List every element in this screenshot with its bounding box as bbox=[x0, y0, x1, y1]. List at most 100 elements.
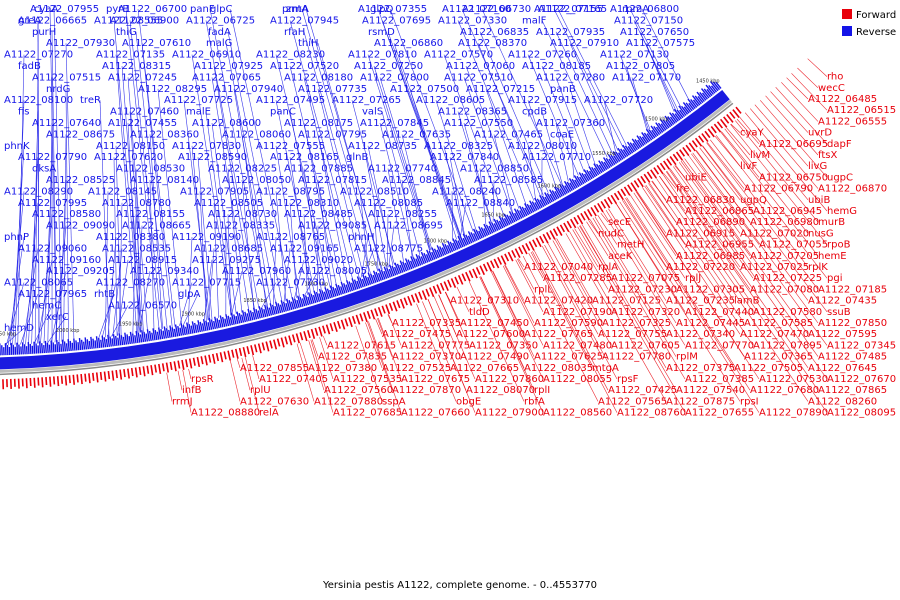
reverse-gene-glyph bbox=[447, 240, 454, 253]
reverse-gene-label: A1122_07830 bbox=[172, 141, 241, 152]
reverse-connector-line bbox=[65, 43, 75, 341]
forward-gene-glyph bbox=[587, 208, 593, 217]
forward-gene-label: A1122_06555 bbox=[818, 116, 887, 127]
forward-gene-glyph bbox=[307, 330, 311, 339]
reverse-gene-label: A1122_07465 bbox=[474, 129, 543, 140]
forward-gene-label: A1122_07080 bbox=[750, 284, 819, 295]
forward-gene-label: rplM bbox=[676, 352, 698, 363]
reverse-gene-glyph bbox=[375, 271, 381, 282]
forward-gene-label: A1122_07765 bbox=[524, 329, 593, 340]
reverse-connector-line bbox=[36, 259, 53, 344]
reverse-gene-glyph bbox=[247, 308, 252, 321]
forward-gene-label: A1122_07835 bbox=[318, 352, 387, 363]
scale-ticks: 1450 kbp 1500 kbp 1550 kbp 1600 kbp 1650 kbp… bbox=[0, 79, 720, 338]
reverse-gene-label: A1122_07945 bbox=[270, 15, 339, 26]
forward-gene-glyph bbox=[223, 351, 227, 360]
forward-gene-label: A1122_07775 bbox=[401, 340, 470, 351]
forward-gene-glyph bbox=[482, 263, 488, 272]
forward-gene-glyph bbox=[425, 288, 430, 297]
reverse-gene-label: A1122_07635 bbox=[382, 129, 451, 140]
forward-gene-glyph bbox=[640, 175, 647, 184]
reverse-gene-glyph bbox=[103, 337, 107, 348]
reverse-gene-label: A1122_08060 bbox=[222, 129, 291, 140]
forward-gene-label: A1122_07685 bbox=[333, 408, 402, 419]
forward-gene-glyph bbox=[646, 171, 653, 180]
reverse-gene-label: A1122_07815 bbox=[298, 175, 367, 186]
reverse-gene-glyph bbox=[402, 261, 408, 272]
reverse-connector-line bbox=[183, 100, 211, 320]
reverse-gene-label: A1122_07270 bbox=[4, 50, 73, 61]
forward-gene-glyph bbox=[396, 300, 401, 309]
forward-gene-glyph bbox=[295, 333, 300, 344]
reverse-connector-line bbox=[231, 271, 243, 316]
reverse-gene-label: A1122_08225 bbox=[208, 164, 277, 175]
reverse-connector-line bbox=[527, 100, 557, 189]
reverse-gene-label: A1122_08175 bbox=[284, 118, 353, 129]
reverse-connector-line bbox=[389, 8, 474, 232]
reverse-gene-glyph bbox=[511, 211, 518, 222]
forward-connector-line bbox=[736, 118, 760, 144]
reverse-gene-glyph bbox=[137, 332, 141, 343]
reverse-gene-glyph bbox=[378, 268, 384, 281]
forward-connector-line bbox=[636, 190, 667, 234]
reverse-connector-line bbox=[541, 65, 585, 172]
reverse-gene-label: A1122_07570 bbox=[424, 50, 493, 61]
forward-gene-label: relA bbox=[259, 408, 279, 419]
reverse-connector-line bbox=[179, 282, 193, 326]
reverse-gene-glyph bbox=[634, 139, 642, 149]
reverse-gene-glyph bbox=[394, 262, 400, 275]
reverse-gene-glyph bbox=[48, 344, 51, 353]
reverse-gene-glyph bbox=[426, 249, 432, 262]
reverse-gene-glyph bbox=[301, 298, 306, 307]
reverse-gene-glyph bbox=[467, 231, 475, 243]
reverse-gene-label: glpC bbox=[210, 4, 232, 15]
reverse-connector-line bbox=[275, 145, 300, 298]
forward-gene-glyph bbox=[457, 274, 464, 285]
forward-gene-label: A1122_07755 bbox=[598, 329, 667, 340]
forward-gene-label: cyaY bbox=[740, 128, 765, 139]
reverse-gene-glyph bbox=[310, 293, 315, 304]
reverse-gene-glyph bbox=[516, 209, 523, 219]
reverse-gene-glyph bbox=[498, 220, 504, 229]
reverse-gene-glyph bbox=[655, 122, 664, 133]
forward-gene-glyph bbox=[107, 370, 111, 380]
reverse-gene-glyph bbox=[199, 321, 203, 332]
forward-gene-label: A1122_07625 bbox=[534, 352, 603, 363]
forward-gene-glyph bbox=[454, 276, 459, 285]
forward-gene-label: A1122_07190 bbox=[543, 307, 612, 318]
forward-connector-line bbox=[577, 226, 686, 413]
forward-gene-glyph bbox=[227, 350, 232, 361]
reverse-connector-line bbox=[463, 122, 492, 223]
reverse-gene-glyph bbox=[682, 102, 692, 113]
reverse-gene-glyph bbox=[112, 334, 116, 347]
gene-connector-lines bbox=[4, 8, 828, 413]
reverse-connector-line bbox=[211, 122, 237, 314]
forward-connector-line bbox=[678, 162, 819, 357]
reverse-gene-glyph bbox=[350, 282, 355, 291]
forward-gene-glyph bbox=[185, 359, 189, 368]
forward-connector-line bbox=[775, 86, 828, 145]
forward-gene-label: A1122_06790 bbox=[744, 184, 813, 195]
reverse-gene-glyph bbox=[568, 177, 577, 190]
forward-connector-line bbox=[645, 184, 754, 346]
reverse-gene-glyph bbox=[367, 276, 372, 285]
forward-gene-glyph bbox=[25, 378, 28, 389]
reverse-gene-label: A1122_06910 bbox=[172, 50, 241, 61]
reverse-gene-glyph bbox=[483, 228, 489, 236]
forward-connector-line bbox=[739, 116, 809, 200]
reverse-connector-line bbox=[303, 31, 371, 275]
reverse-gene-glyph bbox=[33, 341, 36, 354]
reverse-gene-glyph bbox=[662, 119, 670, 129]
forward-gene-glyph bbox=[291, 334, 296, 343]
forward-gene-label: A1122_07605 bbox=[611, 340, 680, 351]
reverse-gene-label: fis bbox=[18, 107, 30, 118]
forward-gene-label: A1122_07340 bbox=[666, 329, 735, 340]
reverse-gene-glyph bbox=[579, 176, 585, 185]
reverse-gene-glyph bbox=[710, 85, 718, 93]
forward-gene-label: lamB bbox=[734, 296, 760, 307]
reverse-connector-line bbox=[12, 145, 25, 345]
forward-gene-glyph bbox=[597, 202, 604, 213]
reverse-gene-glyph bbox=[188, 323, 192, 335]
reverse-gene-glyph bbox=[681, 105, 689, 115]
reverse-connector-line bbox=[555, 122, 569, 182]
